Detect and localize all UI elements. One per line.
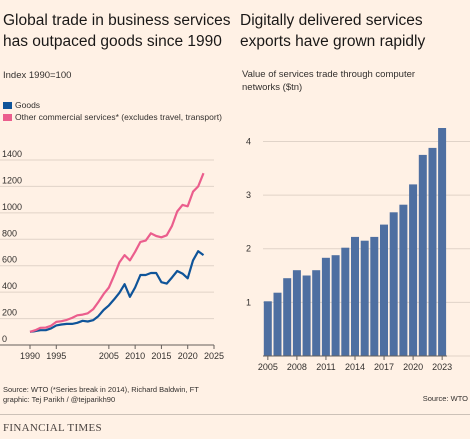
y-tick-label: 0 [2,334,7,344]
bar-2016 [370,236,379,356]
bar-2019 [399,204,408,356]
y-tick-label: 2 [246,244,251,254]
y-tick-label: 1 [246,297,251,307]
legend-swatch-goods [3,102,12,109]
bar-chart: 1 2 3 4 2005 2008 2011 2014 2017 2020 2023 [246,128,470,372]
right-chart-subtitle: Value of services trade through computer… [242,69,416,93]
bar-2011 [321,257,330,356]
bar-2010 [312,270,321,356]
legend-label-goods: Goods [15,100,41,110]
bar-2023 [438,128,447,356]
x-tick-label: 2010 [125,351,145,361]
bar-2005 [263,301,272,356]
goods-series-line [29,250,205,333]
bar-2017 [380,224,388,356]
y-tick-label: 1000 [2,202,22,212]
legend-label-services: Other commercial services* (excludes tra… [15,112,222,122]
y-tick-label: 3 [246,190,251,200]
y-tick-label: 600 [2,255,17,265]
bar-2012 [331,255,340,356]
left-chart-panel: Global trade in business services has ou… [0,0,232,420]
right-chart-source: Source: WTO [422,394,468,403]
right-chart-panel: Digitally delivered services exports hav… [238,0,470,420]
bar-2013 [341,247,350,356]
line-chart: 0 200 400 600 800 1000 1200 1400 1990 1995 2005 201… [0,149,224,361]
left-chart-title: Global trade in business services has ou… [3,12,231,50]
x-tick-label: 1995 [46,351,66,361]
bar-2009 [302,275,311,356]
services-series-line [29,172,205,333]
x-tick-label: 2008 [287,362,307,372]
x-tick-label: 2015 [151,351,171,361]
bar-2007 [283,278,292,356]
bar-2018 [389,212,398,356]
bar-2022 [428,147,437,356]
x-tick-label: 2023 [432,362,452,372]
bar-2021 [418,154,427,356]
y-tick-label: 800 [2,228,17,238]
legend-swatch-services [3,114,12,121]
left-chart-legend: Goods Other commercial services* (exclud… [3,100,223,124]
x-tick-label: 1990 [20,351,40,361]
bar-2006 [273,292,282,356]
left-chart-subtitle: Index 1990=100 [3,70,72,81]
y-tick-label: 200 [2,308,17,318]
x-tick-label: 2020 [403,362,423,372]
y-tick-label: 4 [246,136,251,146]
ft-logo: FINANCIAL TIMES [3,422,102,434]
x-tick-label: 2017 [374,362,394,372]
x-tick-label: 2005 [99,351,119,361]
bar-2020 [409,184,418,356]
x-tick-label: 2005 [258,362,278,372]
footer-divider [0,414,470,415]
x-tick-label: 2020 [178,351,198,361]
y-tick-label: 1400 [2,149,22,159]
legend-item-goods: Goods [3,100,223,111]
x-tick-label: 2014 [345,362,365,372]
left-chart-source: Source: WTO (*Series break in 2014), Ric… [3,385,199,404]
bar-2015 [360,240,369,356]
x-tick-label: 2025 [204,351,224,361]
x-tick-label: 2011 [316,362,335,372]
legend-item-services: Other commercial services* (excludes tra… [3,112,223,123]
bar-2014 [351,236,359,356]
bar-2008 [292,270,301,356]
y-tick-label: 1200 [2,175,22,185]
right-chart-title: Digitally delivered services exports hav… [240,12,426,50]
y-tick-label: 400 [2,281,17,291]
